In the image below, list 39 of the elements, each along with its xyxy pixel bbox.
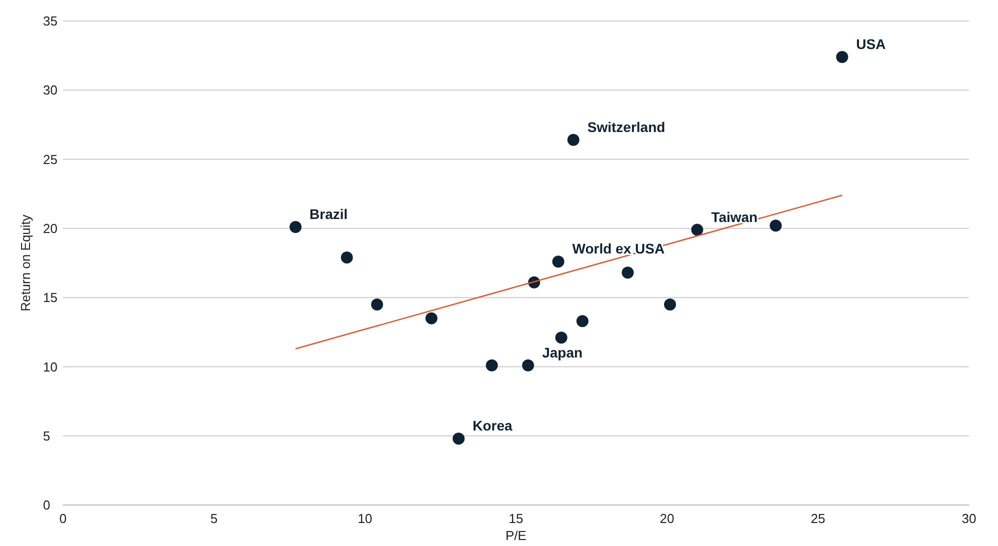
x-axis-title: P/E <box>506 528 527 543</box>
y-tick-label: 10 <box>43 359 58 374</box>
point <box>371 298 384 310</box>
y-tick-label: 5 <box>43 428 50 444</box>
point <box>452 432 465 445</box>
point <box>576 315 588 328</box>
annotation: USA <box>856 36 886 52</box>
x-tick-label: 0 <box>59 511 67 526</box>
point <box>552 256 564 268</box>
y-tick-label: 30 <box>43 82 58 98</box>
y-tick-label: 20 <box>43 220 58 236</box>
point <box>691 224 704 236</box>
x-tick-label: 5 <box>210 511 218 526</box>
point <box>340 251 353 264</box>
y-tick-label: 25 <box>43 152 58 167</box>
point <box>425 312 438 324</box>
point <box>555 332 568 344</box>
point <box>622 266 634 279</box>
annotation: Taiwan <box>711 208 758 225</box>
x-tick-label: 25 <box>810 511 826 526</box>
point <box>290 221 302 234</box>
x-tick-label: 15 <box>508 511 524 526</box>
y-axis-title: Return on Equity <box>18 214 33 312</box>
point <box>522 359 534 372</box>
point <box>567 134 580 146</box>
x-tick-label: 10 <box>358 511 372 526</box>
point <box>664 298 676 310</box>
annotation: Korea <box>472 418 513 434</box>
y-tick-label: 0 <box>43 498 50 513</box>
x-tick-label: 20 <box>660 511 674 526</box>
annotation: Brazil <box>310 206 348 222</box>
point <box>486 359 498 372</box>
point <box>770 220 782 232</box>
point <box>836 50 848 63</box>
y-tick-label: 35 <box>43 14 58 29</box>
annotation: Switzerland <box>587 118 666 135</box>
x-tick-label: 30 <box>962 511 976 526</box>
annotation: Japan <box>542 344 583 360</box>
y-tick-label: 15 <box>43 290 58 306</box>
